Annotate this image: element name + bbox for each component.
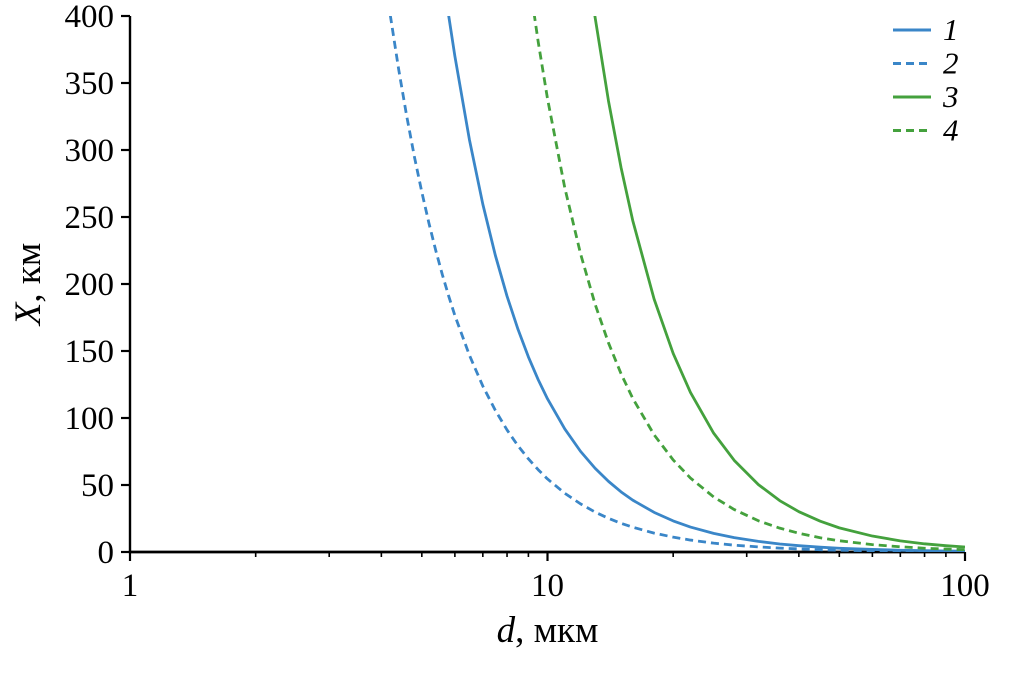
y-tick-label: 150 [65, 334, 115, 370]
x-tick-label: 10 [531, 568, 564, 604]
y-tick-label: 300 [65, 133, 115, 169]
y-tick-label: 100 [65, 401, 115, 437]
legend-label-2: 2 [943, 46, 959, 81]
legend-label-1: 1 [943, 12, 959, 47]
x-tick-label: 100 [940, 568, 990, 604]
curve-3 [593, 16, 965, 549]
curve-4 [533, 16, 965, 552]
y-tick-label: 0 [98, 535, 115, 571]
legend-label-4: 4 [943, 113, 959, 148]
y-tick-label: 200 [65, 267, 115, 303]
x-axis-label: d, мкм [497, 610, 599, 651]
y-tick-label: 350 [65, 66, 115, 102]
y-tick-label: 50 [81, 468, 114, 504]
y-tick-label: 400 [65, 0, 115, 35]
legend-label-3: 3 [942, 79, 959, 114]
curve-1 [447, 16, 965, 552]
curve-2 [389, 16, 965, 552]
x-tick-label: 1 [122, 568, 139, 604]
y-axis-label: X, км [8, 243, 49, 328]
y-tick-label: 250 [65, 200, 115, 236]
